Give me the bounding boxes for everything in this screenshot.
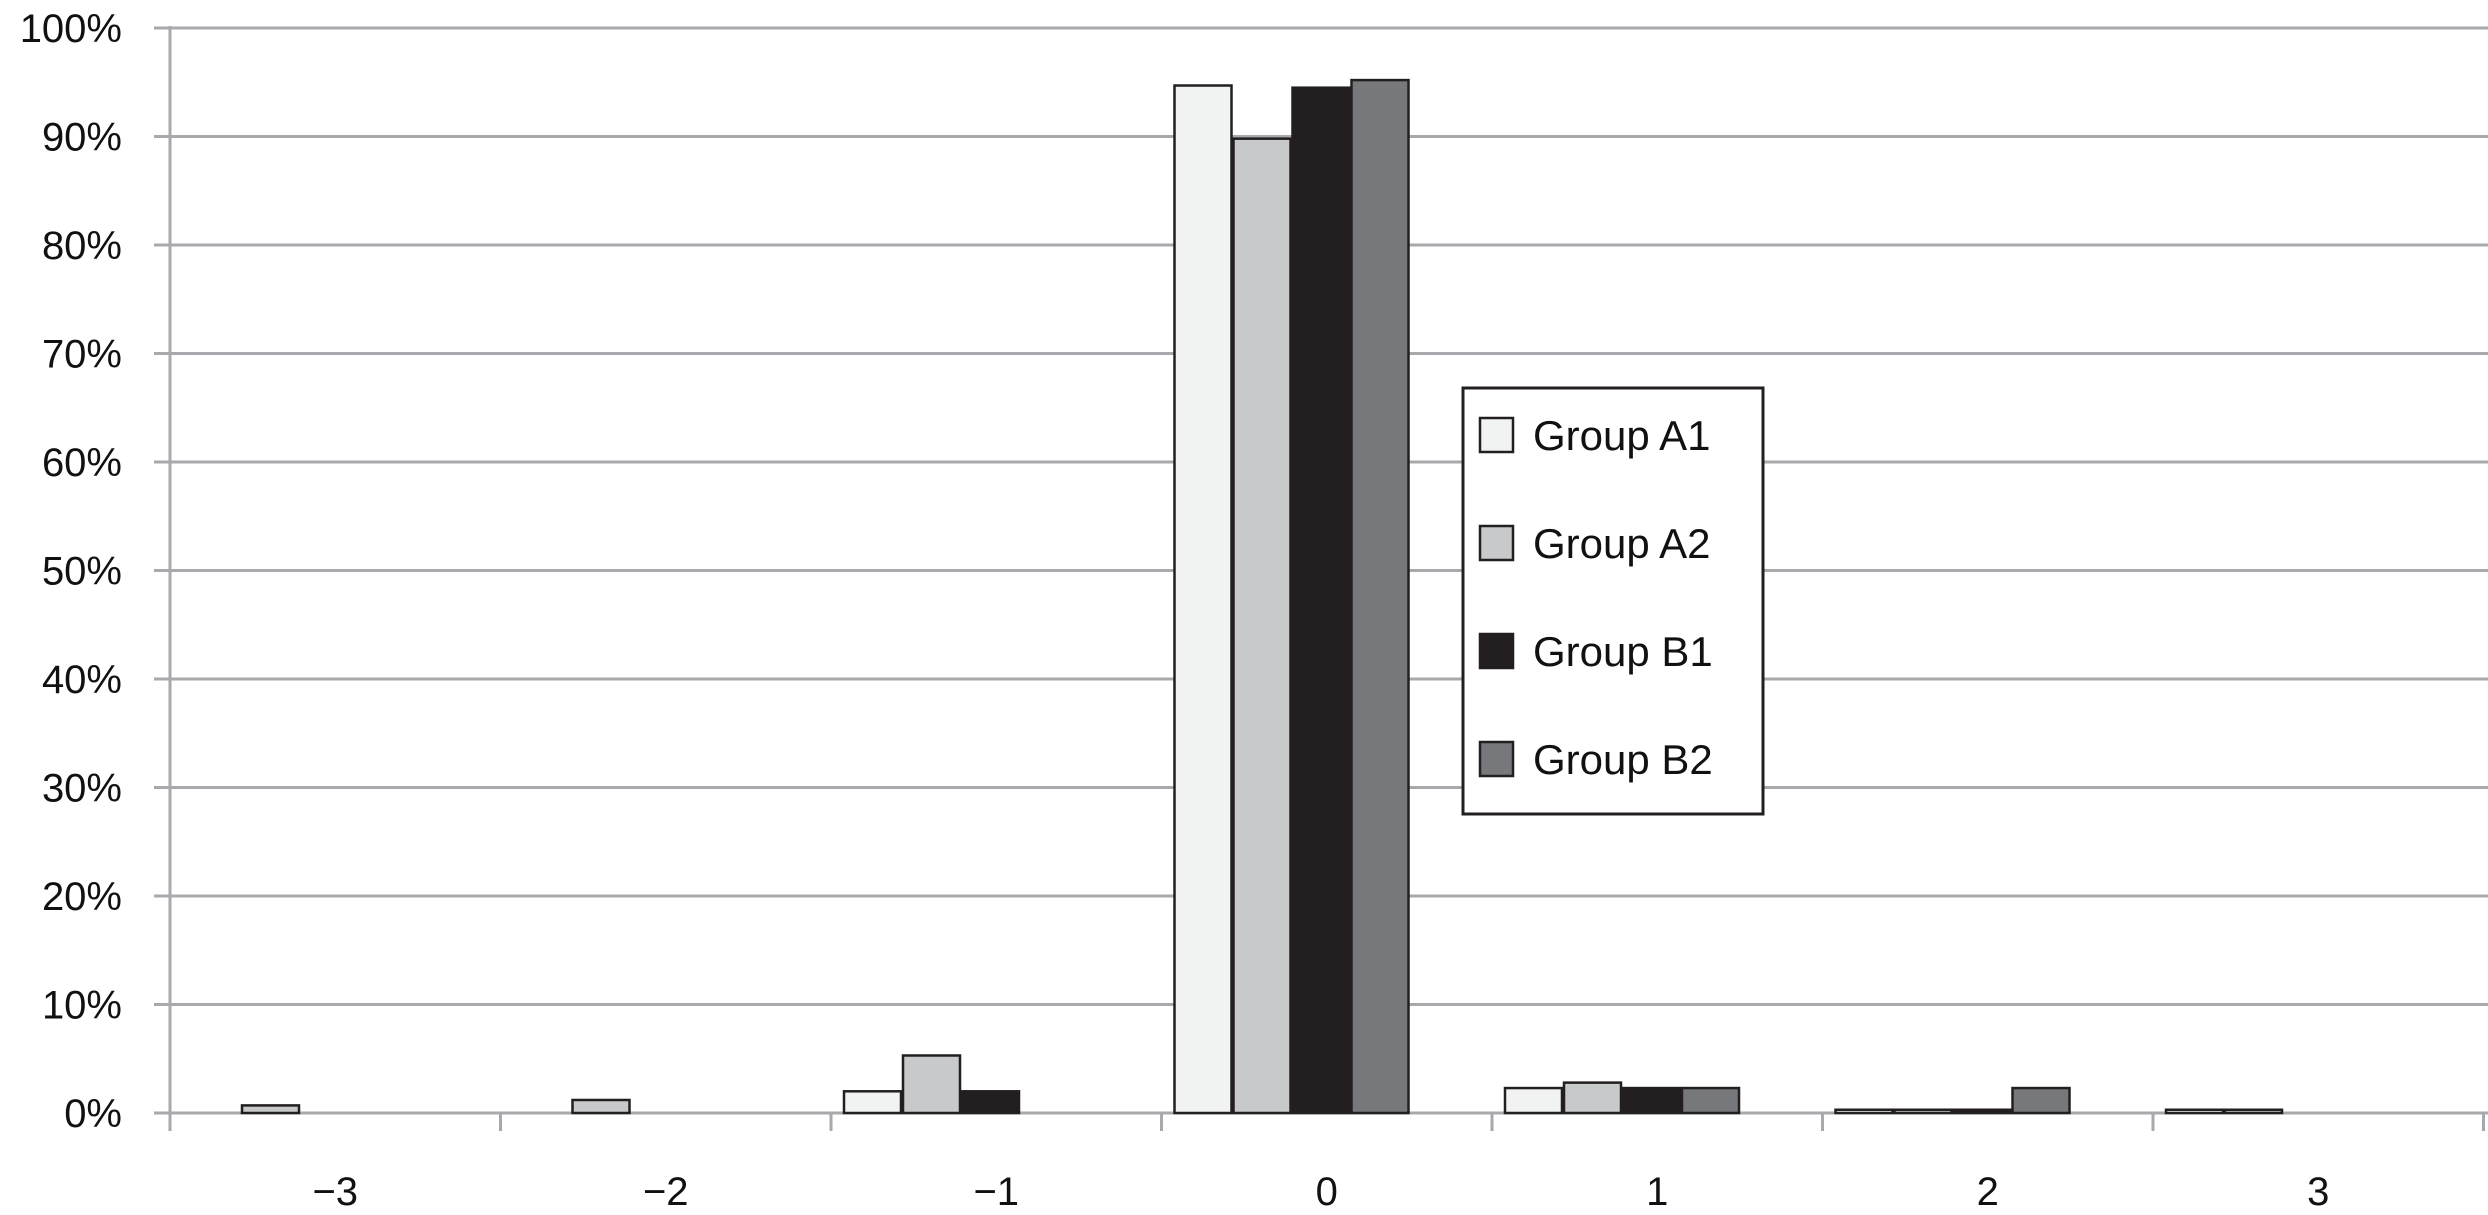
y-tick-label: 30%: [42, 767, 122, 811]
x-tick-labels: −3 −2 −1 0 1 2 3: [312, 1170, 2329, 1214]
bar-group-a2: [571, 1098, 631, 1115]
bar-group-a2: [240, 1104, 301, 1115]
legend-label: Group B2: [1533, 736, 1713, 783]
bar-group-b1: [1621, 1086, 1682, 1115]
bar-group-b1: [1291, 86, 1351, 1115]
y-tick-label: 20%: [42, 875, 122, 919]
bar-group-b1: [960, 1090, 1021, 1115]
legend-label: Group A1: [1533, 412, 1710, 459]
bar-group-a1: [842, 1090, 903, 1115]
bar-group-a2: [1893, 1108, 1953, 1115]
x-tick-label: −1: [973, 1170, 1019, 1214]
bar-group-a2: [1562, 1081, 1623, 1115]
bar-group-a2: [2223, 1108, 2284, 1115]
x-tick-label: −3: [312, 1170, 358, 1214]
y-tick-label: 70%: [42, 333, 122, 377]
y-tick-labels: 0% 10% 20% 30% 40% 50% 60% 70% 80% 90% 100%: [20, 7, 122, 1136]
bar-group-a2: [1232, 137, 1292, 1115]
y-tick-label: 40%: [42, 658, 122, 702]
x-tick-label: 2: [1977, 1170, 1999, 1214]
legend-swatch: [1478, 740, 1515, 778]
y-tick-label: 80%: [42, 224, 122, 268]
bar-group-a1: [2164, 1108, 2225, 1115]
y-tick-label: 10%: [42, 984, 122, 1028]
legend-swatch: [1478, 416, 1515, 454]
bar-group-b2: [1680, 1086, 1741, 1115]
bar-group-a2: [901, 1054, 962, 1115]
bars: [240, 78, 2284, 1115]
x-tick-label: 3: [2307, 1170, 2329, 1214]
y-tick-label: 90%: [42, 116, 122, 160]
bar-group-b2: [1350, 78, 1410, 1115]
y-tick-label: 100%: [20, 7, 122, 51]
x-tick-label: 1: [1646, 1170, 1668, 1214]
legend-swatch: [1478, 632, 1515, 670]
y-tick-label: 60%: [42, 441, 122, 485]
bar-group-a1: [1834, 1108, 1894, 1115]
legend-label: Group A2: [1533, 520, 1710, 567]
bar-group-a1: [1173, 84, 1233, 1115]
legend: Group A1 Group A2 Group B1 Group B2: [1461, 386, 1765, 816]
legend-label: Group B1: [1533, 628, 1713, 675]
x-tick-label: −2: [643, 1170, 689, 1214]
legend-swatch: [1478, 524, 1515, 562]
bar-group-b1: [1952, 1108, 2012, 1115]
x-tick-label: 0: [1316, 1170, 1338, 1214]
y-tick-label: 50%: [42, 550, 122, 594]
bar-group-a1: [1503, 1086, 1564, 1115]
bar-group-b2: [2011, 1086, 2071, 1115]
y-tick-label: 0%: [64, 1092, 122, 1136]
